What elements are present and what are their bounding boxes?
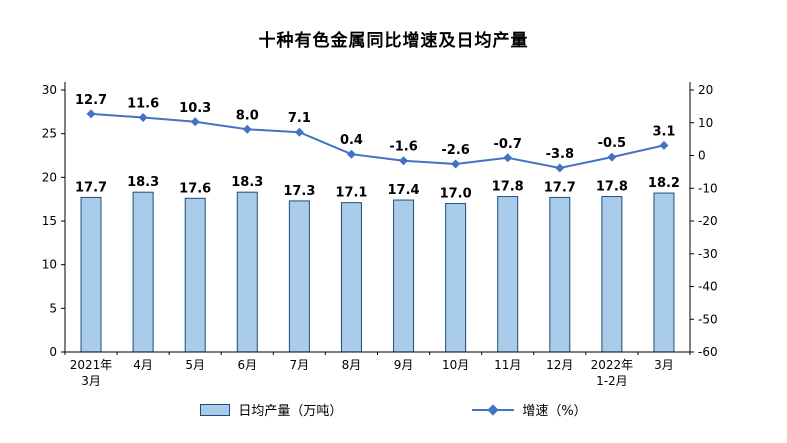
chart-legend: 日均产量（万吨） 增速（%） <box>0 400 787 419</box>
svg-text:-40: -40 <box>698 280 718 294</box>
diamond-marker-icon <box>487 403 499 416</box>
svg-text:7月: 7月 <box>290 358 310 372</box>
svg-text:-0.7: -0.7 <box>493 137 521 152</box>
svg-text:17.1: 17.1 <box>335 186 367 201</box>
svg-text:-2.6: -2.6 <box>441 143 469 158</box>
svg-text:8.0: 8.0 <box>236 108 259 123</box>
svg-text:6月: 6月 <box>237 358 257 372</box>
svg-text:18.3: 18.3 <box>127 175 159 190</box>
svg-text:0: 0 <box>698 149 706 163</box>
svg-text:17.8: 17.8 <box>596 180 628 195</box>
svg-text:7.1: 7.1 <box>288 111 311 126</box>
svg-text:17.8: 17.8 <box>492 180 524 195</box>
svg-text:18.2: 18.2 <box>648 176 680 191</box>
svg-text:15: 15 <box>42 214 57 228</box>
svg-text:10月: 10月 <box>442 358 469 372</box>
svg-text:0.4: 0.4 <box>340 133 363 148</box>
svg-text:-60: -60 <box>698 345 718 359</box>
bar-swatch-icon <box>200 403 231 416</box>
svg-text:17.7: 17.7 <box>75 180 107 195</box>
svg-text:17.0: 17.0 <box>440 187 472 202</box>
line-swatch-icon <box>472 403 515 416</box>
legend-label-growth: 增速（%） <box>522 404 587 419</box>
svg-text:0: 0 <box>49 345 57 359</box>
svg-text:5月: 5月 <box>185 358 205 372</box>
svg-text:11月: 11月 <box>494 358 521 372</box>
svg-text:1-2月: 1-2月 <box>596 374 628 388</box>
svg-text:10.3: 10.3 <box>179 101 211 116</box>
svg-text:3月: 3月 <box>654 358 674 372</box>
legend-item-growth: 增速（%） <box>472 400 587 419</box>
svg-text:17.7: 17.7 <box>544 180 576 195</box>
svg-text:2021年: 2021年 <box>70 358 113 372</box>
svg-text:-0.5: -0.5 <box>598 136 626 151</box>
svg-text:20: 20 <box>698 83 713 97</box>
svg-text:12.7: 12.7 <box>75 93 107 108</box>
svg-text:17.6: 17.6 <box>179 181 211 196</box>
chart-title: 十种有色金属同比增速及日均产量 <box>258 31 529 51</box>
svg-text:25: 25 <box>42 127 57 141</box>
svg-text:-30: -30 <box>698 247 718 261</box>
svg-text:2022年: 2022年 <box>591 358 634 372</box>
svg-text:3月: 3月 <box>81 374 101 388</box>
svg-text:10: 10 <box>42 258 57 272</box>
svg-text:-20: -20 <box>698 214 718 228</box>
legend-label-daily-output: 日均产量（万吨） <box>238 404 343 419</box>
legend-item-daily-output: 日均产量（万吨） <box>200 400 342 419</box>
svg-text:-1.6: -1.6 <box>389 140 417 155</box>
svg-text:-3.8: -3.8 <box>546 147 574 162</box>
svg-text:20: 20 <box>42 170 57 184</box>
combo-chart: 0 5 10 15 20 25 30 20 10 0 -10 -20 -30 -40 -50 -60 17.7 1… <box>0 68 787 393</box>
svg-text:12月: 12月 <box>546 358 573 372</box>
svg-text:11.6: 11.6 <box>127 97 159 112</box>
svg-text:3.1: 3.1 <box>652 124 675 139</box>
svg-text:4月: 4月 <box>133 358 153 372</box>
svg-text:18.3: 18.3 <box>231 175 263 190</box>
svg-text:-50: -50 <box>698 312 718 326</box>
svg-text:-10: -10 <box>698 181 718 195</box>
svg-text:9月: 9月 <box>394 358 414 372</box>
svg-text:5: 5 <box>49 301 57 315</box>
svg-text:30: 30 <box>42 83 57 97</box>
svg-text:10: 10 <box>698 116 713 130</box>
svg-text:8月: 8月 <box>342 358 362 372</box>
svg-text:17.3: 17.3 <box>283 184 315 199</box>
svg-text:17.4: 17.4 <box>388 183 420 198</box>
